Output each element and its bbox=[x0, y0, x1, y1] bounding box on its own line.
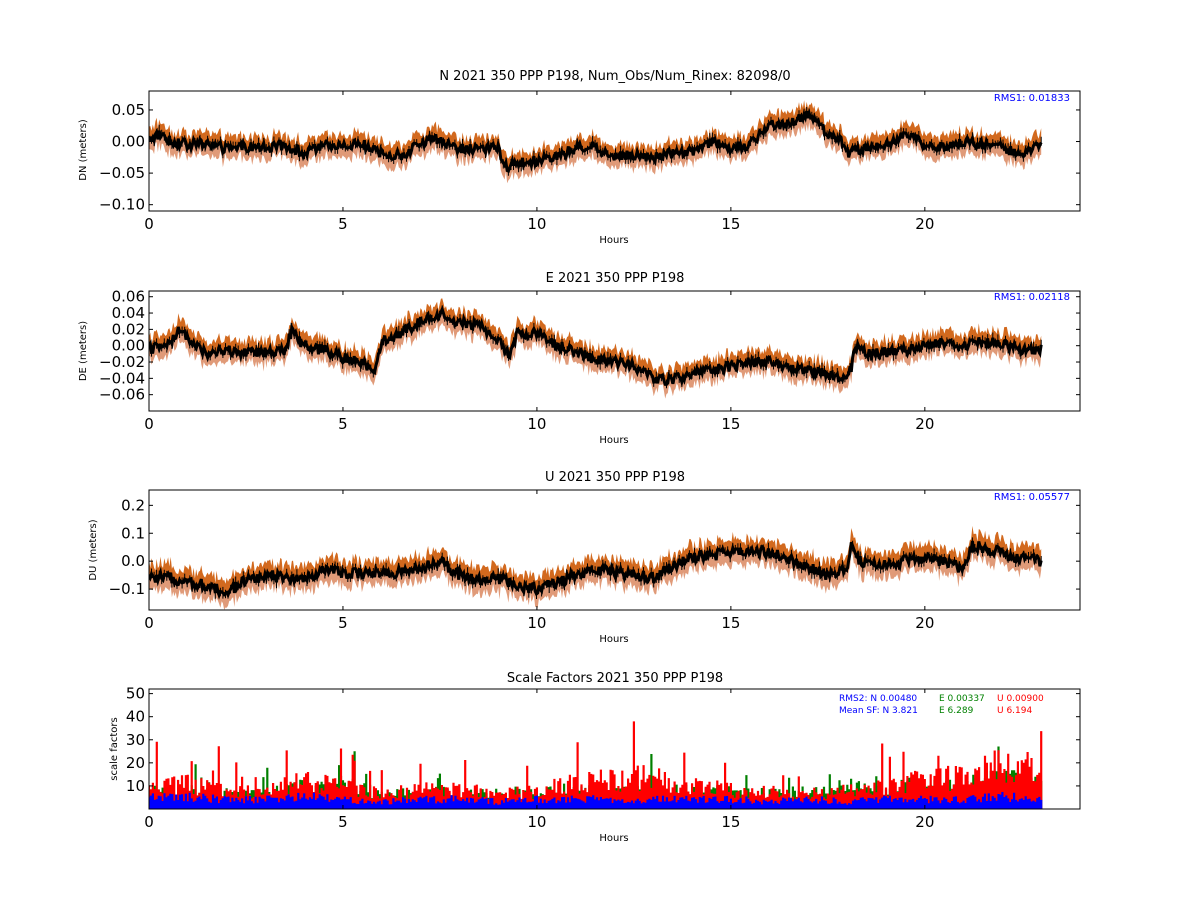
panel-north-xtick-label: 10 bbox=[527, 215, 546, 233]
panel-north-xlabel: Hours bbox=[599, 235, 628, 246]
panel-east-ytick-label: −0.04 bbox=[99, 369, 145, 387]
panel-scale-ylabel: scale factors bbox=[109, 717, 120, 780]
panel-north-xtick-label: 5 bbox=[338, 215, 348, 233]
panel-north-xtick-label: 0 bbox=[144, 215, 154, 233]
panel-up-rms-annotation: RMS1: 0.05577 bbox=[994, 492, 1070, 503]
panel-scale-ytick-label: 20 bbox=[126, 754, 145, 772]
panel-east-lower-sigma-band bbox=[149, 309, 1042, 399]
scale-legend-rms2-n: RMS2: N 0.00480 bbox=[839, 694, 917, 704]
panel-north-ytick-label: −0.10 bbox=[99, 196, 145, 214]
panel-scale-factors: Scale Factors 2021 350 PPP P198 scale fa… bbox=[109, 671, 1081, 844]
panel-north-ytick-label: −0.05 bbox=[99, 164, 145, 182]
panel-east-axes-frame bbox=[148, 290, 1081, 412]
panel-up-series-scatter bbox=[149, 537, 1042, 599]
panel-north-ytick-label: 0.00 bbox=[112, 133, 145, 151]
panel-scale-ytick-label: 40 bbox=[126, 708, 145, 726]
panel-east: E 2021 350 PPP P198 DE (meters) Hours RM… bbox=[78, 271, 1081, 446]
panel-up-ytick-label: −0.1 bbox=[109, 580, 145, 598]
panel-east-xtick-label: 10 bbox=[527, 415, 546, 433]
panel-scale-xtick-label: 10 bbox=[527, 813, 546, 831]
scale-legend-meansf-e: E 6.289 bbox=[939, 706, 974, 716]
panel-north-title: N 2021 350 PPP P198, Num_Obs/Num_Rinex: … bbox=[439, 69, 790, 84]
panel-scale-ytick-label: 30 bbox=[126, 731, 145, 749]
panel-east-ytick-label: −0.02 bbox=[99, 353, 145, 371]
panel-scale-xlabel: Hours bbox=[599, 833, 628, 844]
scale-legend-meansf-n: Mean SF: N 3.821 bbox=[839, 706, 918, 716]
panel-east-title: E 2021 350 PPP P198 bbox=[546, 271, 685, 286]
panel-east-ytick-label: 0.04 bbox=[112, 304, 145, 322]
scale-legend-rms2-e: E 0.00337 bbox=[939, 694, 985, 704]
panel-up-ytick-label: 0.1 bbox=[121, 524, 145, 542]
panel-up: U 2021 350 PPP P198 DU (meters) Hours RM… bbox=[88, 470, 1081, 645]
panel-up-title: U 2021 350 PPP P198 bbox=[545, 470, 685, 485]
panel-scale-plot-area bbox=[149, 721, 1043, 809]
panel-east-xtick-label: 0 bbox=[144, 415, 154, 433]
panel-east-xtick-label: 15 bbox=[721, 415, 740, 433]
panel-north-ytick-label: 0.05 bbox=[112, 101, 145, 119]
panel-up-xlabel: Hours bbox=[599, 634, 628, 645]
panel-up-axes-frame bbox=[148, 489, 1081, 611]
panel-scale-xtick-label: 0 bbox=[144, 813, 154, 831]
panel-up-ylabel: DU (meters) bbox=[88, 519, 99, 580]
panel-east-plot-area bbox=[149, 298, 1043, 399]
panel-scale-xtick-label: 15 bbox=[721, 813, 740, 831]
panel-east-upper-sigma-band bbox=[149, 298, 1042, 385]
panel-up-plot-area bbox=[149, 525, 1043, 610]
panel-up-upper-sigma-band bbox=[149, 525, 1042, 596]
scale-series-n bbox=[149, 792, 1043, 809]
scale-legend-rms2-u: U 0.00900 bbox=[997, 694, 1044, 704]
panel-north-series-scatter bbox=[149, 107, 1042, 176]
panel-scale-xtick-label: 5 bbox=[338, 813, 348, 831]
panel-north-xtick-label: 15 bbox=[721, 215, 740, 233]
panel-up-ytick-label: 0.2 bbox=[121, 496, 145, 514]
panel-up-xtick-label: 0 bbox=[144, 614, 154, 632]
scale-legend-meansf-u: U 6.194 bbox=[997, 706, 1032, 716]
panel-east-rms-annotation: RMS1: 0.02118 bbox=[994, 292, 1070, 303]
scale-legend-row-1: RMS2: N 0.00480 E 0.00337 U 0.00900 bbox=[839, 694, 1044, 704]
panel-scale-ytick-label: 10 bbox=[126, 777, 145, 795]
panel-east-ytick-label: −0.06 bbox=[99, 386, 145, 404]
scale-legend-row-2: Mean SF: N 3.821 E 6.289 U 6.194 bbox=[839, 706, 1032, 716]
panel-east-xtick-label: 5 bbox=[338, 415, 348, 433]
panel-scale-xtick-label: 20 bbox=[915, 813, 934, 831]
panel-north-xtick-label: 20 bbox=[915, 215, 934, 233]
panel-east-series-scatter bbox=[149, 305, 1042, 389]
panel-north-rms-annotation: RMS1: 0.01833 bbox=[994, 93, 1070, 104]
panel-east-ytick-label: 0.02 bbox=[112, 320, 145, 338]
panel-up-xtick-label: 20 bbox=[915, 614, 934, 632]
panel-east-ytick-label: 0.06 bbox=[112, 288, 145, 306]
panel-up-xtick-label: 15 bbox=[721, 614, 740, 632]
panel-up-xtick-label: 5 bbox=[338, 614, 348, 632]
panel-north-axes-frame bbox=[148, 90, 1081, 212]
panel-scale-title: Scale Factors 2021 350 PPP P198 bbox=[507, 671, 723, 686]
panel-up-ytick-label: 0.0 bbox=[121, 552, 145, 570]
panel-east-ylabel: DE (meters) bbox=[78, 321, 89, 381]
panel-north-plot-area bbox=[149, 100, 1043, 184]
panel-east-ytick-label: 0.00 bbox=[112, 337, 145, 355]
panel-north: N 2021 350 PPP P198, Num_Obs/Num_Rinex: … bbox=[78, 69, 1081, 246]
panel-east-xtick-label: 20 bbox=[915, 415, 934, 433]
panel-up-xtick-label: 10 bbox=[527, 614, 546, 632]
panel-east-xlabel: Hours bbox=[599, 435, 628, 446]
panel-north-ylabel: DN (meters) bbox=[78, 119, 89, 181]
panel-scale-axes-frame bbox=[148, 688, 1081, 810]
panel-scale-ytick-label: 50 bbox=[126, 685, 145, 703]
